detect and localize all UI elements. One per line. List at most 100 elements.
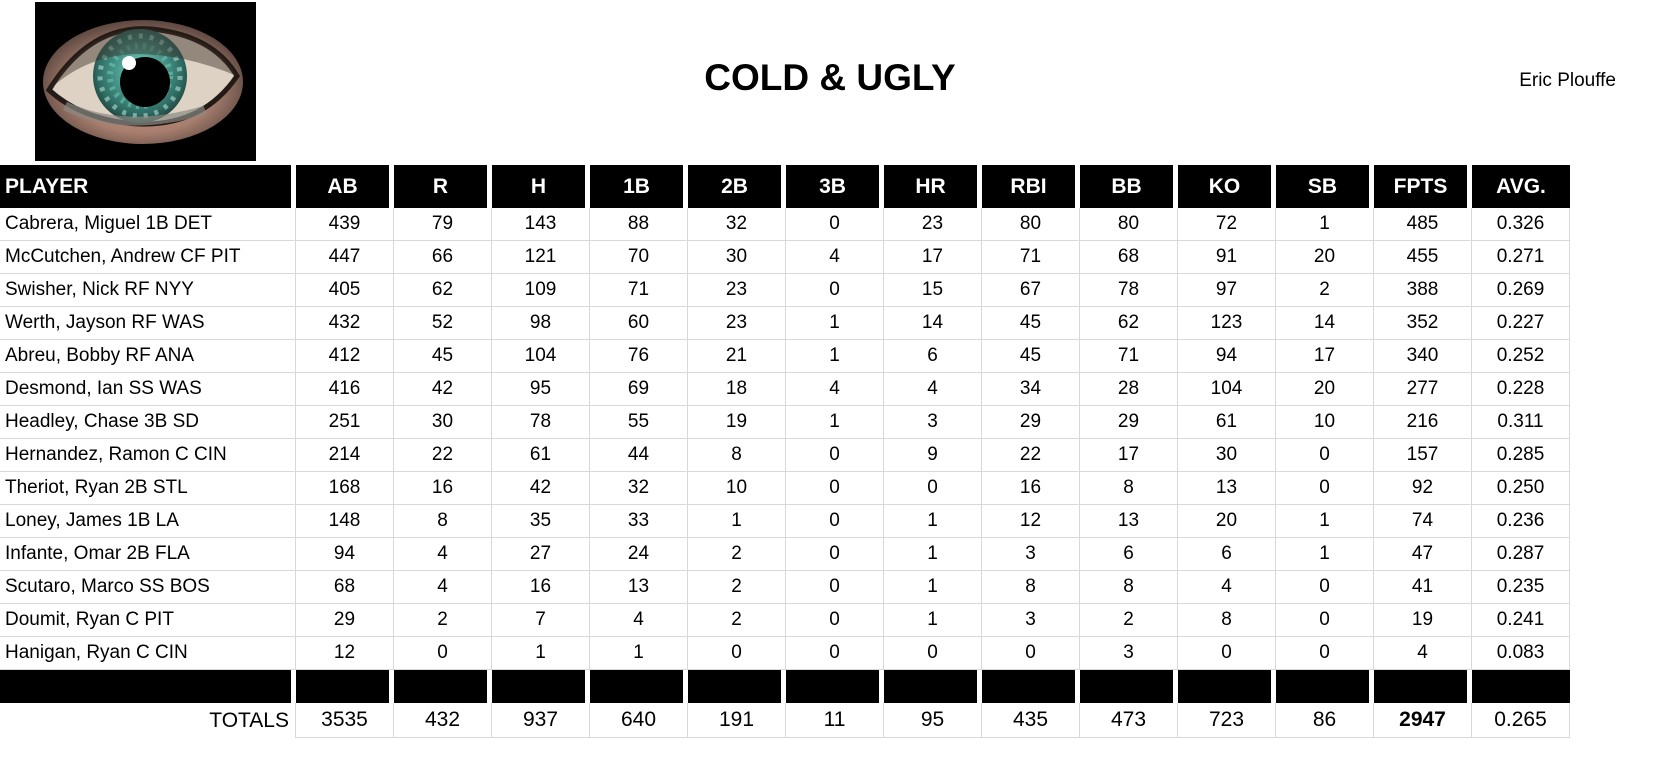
column-header-cell[interactable]: AB	[296, 165, 394, 208]
stat-cell[interactable]: 55	[590, 406, 688, 439]
column-header-cell[interactable]: PLAYER	[0, 165, 296, 208]
stat-cell[interactable]: 16	[982, 472, 1080, 505]
stat-cell[interactable]: 7	[492, 604, 590, 637]
stat-cell[interactable]: 8	[982, 571, 1080, 604]
stat-cell[interactable]: 3	[1080, 637, 1178, 670]
stat-cell[interactable]: 6	[1178, 538, 1276, 571]
column-header-cell[interactable]: H	[492, 165, 590, 208]
stat-cell[interactable]: 0	[1276, 637, 1374, 670]
stat-cell[interactable]: 0.252	[1472, 340, 1570, 373]
stat-cell[interactable]: 0.326	[1472, 208, 1570, 241]
stat-cell[interactable]: 0.083	[1472, 637, 1570, 670]
stat-cell[interactable]: 2	[688, 604, 786, 637]
player-cell[interactable]: Scutaro, Marco SS BOS	[0, 571, 296, 604]
column-header-cell[interactable]: 3B	[786, 165, 884, 208]
stat-cell[interactable]: 121	[492, 241, 590, 274]
stat-cell[interactable]: 388	[1374, 274, 1472, 307]
stat-cell[interactable]: 69	[590, 373, 688, 406]
stat-cell[interactable]: 4	[590, 604, 688, 637]
stat-cell[interactable]: 214	[296, 439, 394, 472]
stat-cell[interactable]: 3	[982, 604, 1080, 637]
stat-cell[interactable]: 78	[1080, 274, 1178, 307]
stat-cell[interactable]: 432	[296, 307, 394, 340]
stat-cell[interactable]: 2	[688, 571, 786, 604]
stat-cell[interactable]: 44	[590, 439, 688, 472]
stat-cell[interactable]: 70	[590, 241, 688, 274]
total-stat-cell[interactable]: 640	[590, 703, 688, 738]
stat-cell[interactable]: 60	[590, 307, 688, 340]
stat-cell[interactable]: 19	[1374, 604, 1472, 637]
stat-cell[interactable]: 71	[590, 274, 688, 307]
stat-cell[interactable]: 24	[590, 538, 688, 571]
stat-cell[interactable]: 0	[1276, 604, 1374, 637]
stat-cell[interactable]: 14	[884, 307, 982, 340]
stat-cell[interactable]: 6	[884, 340, 982, 373]
total-stat-cell[interactable]: 3535	[296, 703, 394, 738]
stat-cell[interactable]: 0	[394, 637, 492, 670]
stat-cell[interactable]: 72	[1178, 208, 1276, 241]
player-cell[interactable]: Theriot, Ryan 2B STL	[0, 472, 296, 505]
stat-cell[interactable]: 0	[884, 637, 982, 670]
stat-cell[interactable]: 20	[1276, 241, 1374, 274]
stat-cell[interactable]: 4	[1374, 637, 1472, 670]
stat-cell[interactable]: 0	[786, 538, 884, 571]
stat-cell[interactable]: 80	[982, 208, 1080, 241]
stat-cell[interactable]: 157	[1374, 439, 1472, 472]
stat-cell[interactable]: 98	[492, 307, 590, 340]
stat-cell[interactable]: 14	[1276, 307, 1374, 340]
stat-cell[interactable]: 16	[492, 571, 590, 604]
column-header-cell[interactable]: HR	[884, 165, 982, 208]
stat-cell[interactable]: 416	[296, 373, 394, 406]
stat-cell[interactable]: 1	[1276, 538, 1374, 571]
stat-cell[interactable]: 20	[1178, 505, 1276, 538]
total-stat-cell[interactable]: 95	[884, 703, 982, 738]
stat-cell[interactable]: 17	[1276, 340, 1374, 373]
stat-cell[interactable]: 0.269	[1472, 274, 1570, 307]
stat-cell[interactable]: 23	[688, 274, 786, 307]
total-stat-cell[interactable]: 191	[688, 703, 786, 738]
column-header-cell[interactable]: RBI	[982, 165, 1080, 208]
stat-cell[interactable]: 13	[590, 571, 688, 604]
stat-cell[interactable]: 405	[296, 274, 394, 307]
stat-cell[interactable]: 447	[296, 241, 394, 274]
stat-cell[interactable]: 41	[1374, 571, 1472, 604]
stat-cell[interactable]: 17	[1080, 439, 1178, 472]
stat-cell[interactable]: 0	[786, 274, 884, 307]
stat-cell[interactable]: 18	[688, 373, 786, 406]
stat-cell[interactable]: 340	[1374, 340, 1472, 373]
stat-cell[interactable]: 2	[1080, 604, 1178, 637]
stat-cell[interactable]: 32	[688, 208, 786, 241]
player-cell[interactable]: Abreu, Bobby RF ANA	[0, 340, 296, 373]
stat-cell[interactable]: 52	[394, 307, 492, 340]
stat-cell[interactable]: 30	[1178, 439, 1276, 472]
player-cell[interactable]: McCutchen, Andrew CF PIT	[0, 241, 296, 274]
stat-cell[interactable]: 0.236	[1472, 505, 1570, 538]
player-cell[interactable]: Cabrera, Miguel 1B DET	[0, 208, 296, 241]
stat-cell[interactable]: 0	[688, 637, 786, 670]
stat-cell[interactable]: 1	[1276, 505, 1374, 538]
stat-cell[interactable]: 97	[1178, 274, 1276, 307]
stat-cell[interactable]: 4	[1178, 571, 1276, 604]
stat-cell[interactable]: 4	[884, 373, 982, 406]
stat-cell[interactable]: 1	[884, 571, 982, 604]
total-stat-cell[interactable]: 0.265	[1472, 703, 1570, 738]
player-cell[interactable]: Headley, Chase 3B SD	[0, 406, 296, 439]
stat-cell[interactable]: 8	[1178, 604, 1276, 637]
stat-cell[interactable]: 28	[1080, 373, 1178, 406]
stat-cell[interactable]: 92	[1374, 472, 1472, 505]
player-cell[interactable]: Doumit, Ryan C PIT	[0, 604, 296, 637]
stat-cell[interactable]: 3	[982, 538, 1080, 571]
stat-cell[interactable]: 2	[1276, 274, 1374, 307]
stat-cell[interactable]: 30	[688, 241, 786, 274]
stat-cell[interactable]: 71	[982, 241, 1080, 274]
stat-cell[interactable]: 34	[982, 373, 1080, 406]
total-stat-cell[interactable]: 473	[1080, 703, 1178, 738]
column-header-cell[interactable]: KO	[1178, 165, 1276, 208]
stat-cell[interactable]: 22	[394, 439, 492, 472]
stat-cell[interactable]: 68	[1080, 241, 1178, 274]
stat-cell[interactable]: 10	[688, 472, 786, 505]
stat-cell[interactable]: 0.228	[1472, 373, 1570, 406]
stat-cell[interactable]: 109	[492, 274, 590, 307]
stat-cell[interactable]: 0	[1276, 439, 1374, 472]
stat-cell[interactable]: 0	[1276, 571, 1374, 604]
